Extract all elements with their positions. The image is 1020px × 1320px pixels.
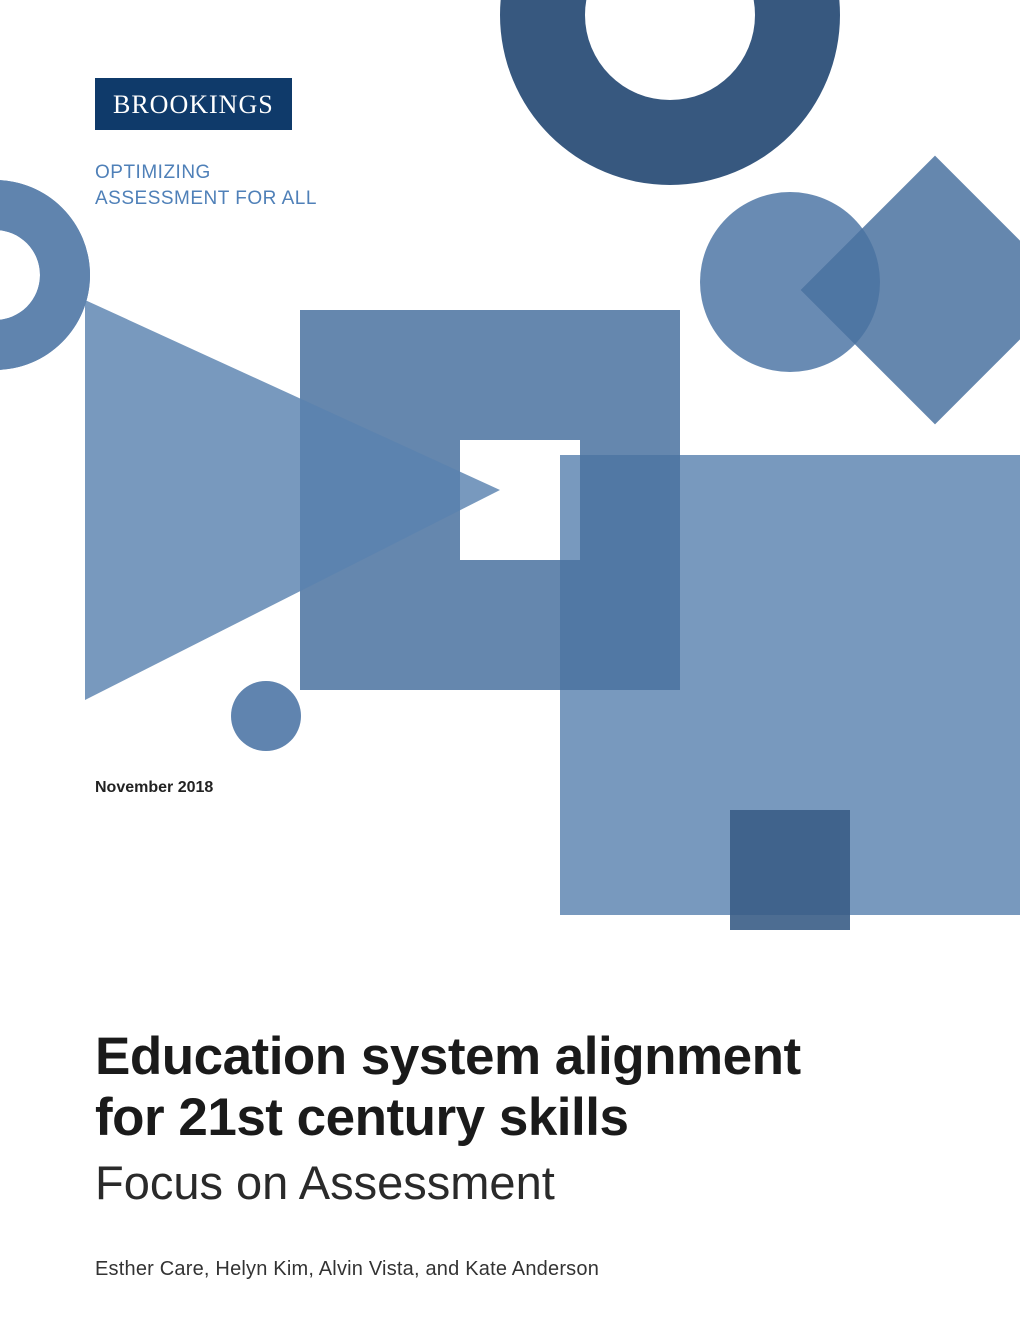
publication-date: November 2018 bbox=[95, 779, 213, 797]
brand-badge: BROOKINGS bbox=[95, 78, 292, 130]
tagline: OPTIMIZING ASSESSMENT FOR ALL bbox=[95, 160, 325, 211]
title-block: Education system alignment for 21st cent… bbox=[95, 1027, 955, 1210]
cover-page: BROOKINGS OPTIMIZING ASSESSMENT FOR ALL … bbox=[0, 0, 1020, 1320]
authors: Esther Care, Helyn Kim, Alvin Vista, and… bbox=[95, 1258, 599, 1281]
title-line-1: Education system alignment bbox=[95, 1027, 801, 1086]
brand-text: BROOKINGS bbox=[113, 90, 274, 119]
subtitle: Focus on Assessment bbox=[95, 1155, 955, 1210]
title-line-2: for 21st century skills bbox=[95, 1088, 628, 1147]
main-title: Education system alignment for 21st cent… bbox=[95, 1027, 955, 1149]
